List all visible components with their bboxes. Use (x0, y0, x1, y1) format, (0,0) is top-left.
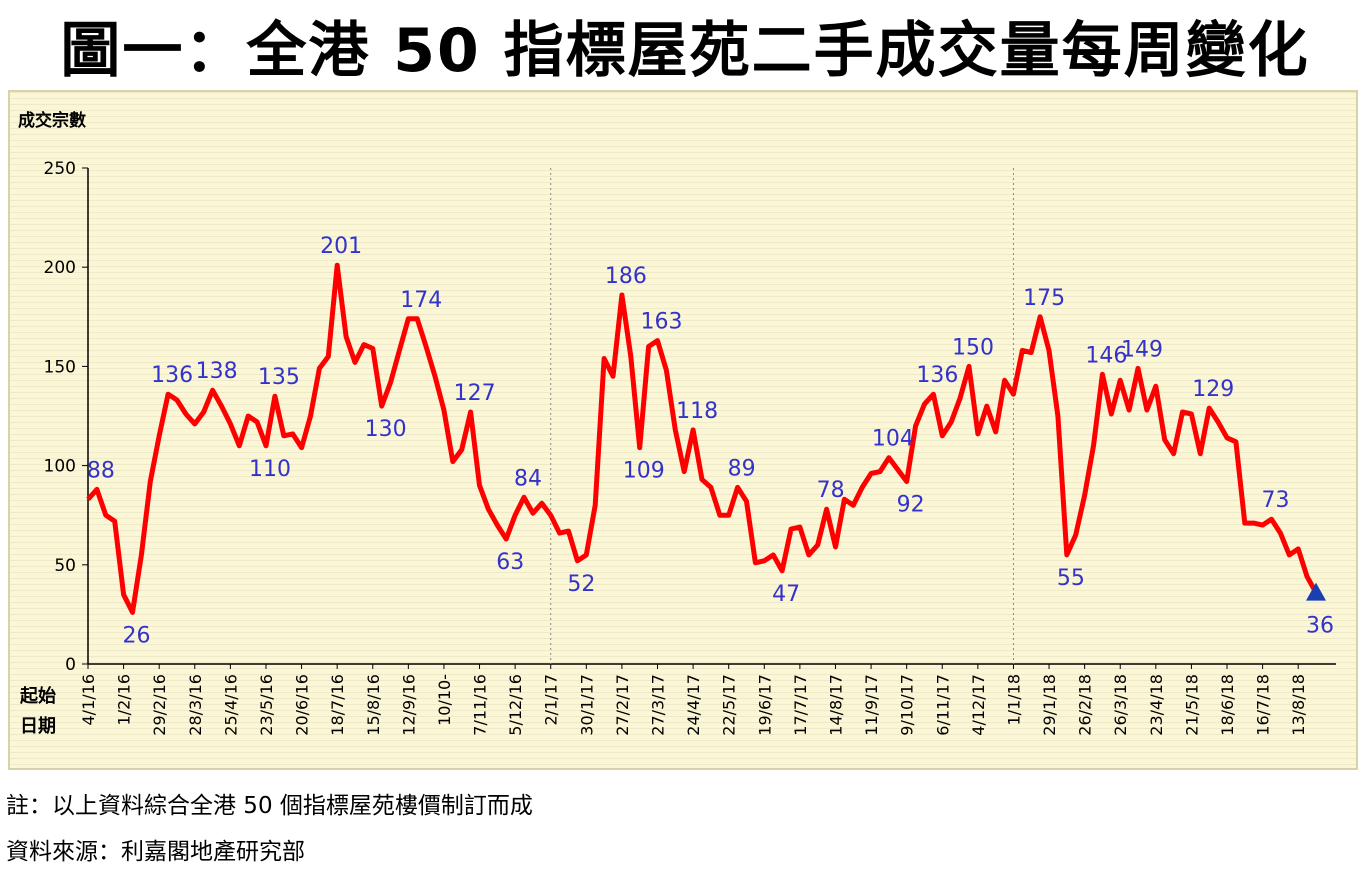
y-axis-title: 成交宗數 (18, 110, 86, 131)
x-tick-label: 7/11/16 (471, 674, 490, 736)
x-tick-label: 28/3/16 (186, 674, 205, 736)
data-label: 163 (641, 310, 683, 335)
x-tick-label: 25/4/16 (221, 674, 240, 736)
data-label: 109 (623, 459, 665, 484)
data-label: 186 (605, 264, 647, 289)
y-tick-label: 200 (44, 258, 76, 278)
x-tick-label: 1/2/16 (115, 674, 134, 726)
y-tick-label: 250 (44, 159, 76, 179)
data-label: 129 (1192, 377, 1234, 402)
data-label: 92 (897, 492, 925, 517)
data-label: 146 (1085, 343, 1127, 368)
data-label: 78 (817, 478, 845, 503)
data-label: 127 (454, 381, 496, 406)
x-tick-label: 5/12/16 (506, 674, 525, 736)
y-tick-label: 150 (44, 357, 76, 377)
data-label: 88 (87, 458, 115, 483)
x-tick-label: 21/5/18 (1182, 674, 1201, 736)
data-label: 63 (496, 550, 524, 575)
data-label: 104 (872, 427, 914, 452)
x-tick-label: 18/7/16 (328, 674, 347, 736)
data-label: 150 (952, 335, 994, 360)
series-line (86, 262, 1319, 615)
x-tick-label: 29/1/18 (1040, 674, 1059, 736)
x-axis-title: 起始 (19, 685, 56, 707)
x-tick-label: 18/6/18 (1218, 674, 1237, 736)
x-tick-label: 30/1/17 (577, 674, 596, 736)
data-label: 138 (196, 359, 238, 384)
x-tick-label: 6/11/17 (933, 674, 952, 736)
data-label: 136 (916, 363, 958, 388)
data-label: 135 (258, 365, 300, 390)
data-label: 89 (728, 456, 756, 481)
chart-panel: 成交宗數 0 50 100 150 200 250 4/1/16 1/2/16 29/2/16 28… (8, 90, 1358, 770)
x-tick-label: 29/2/16 (150, 674, 169, 736)
x-tick-label: 4/12/17 (969, 674, 988, 736)
x-tick-label: 16/7/18 (1254, 674, 1273, 736)
data-label: 55 (1057, 566, 1085, 591)
x-tick-label: 11/9/17 (862, 674, 881, 736)
x-tick-label: 10/10- (435, 674, 454, 726)
data-label: 52 (567, 572, 595, 597)
end-marker (1306, 582, 1326, 601)
data-label: 26 (122, 623, 150, 648)
data-label: 84 (514, 466, 542, 491)
footnote: 註：以上資料綜合全港 50 個指標屋苑樓價制訂而成 (6, 793, 533, 819)
x-tick-label: 26/2/18 (1076, 674, 1095, 736)
x-tick-label: 23/5/16 (257, 674, 276, 736)
x-axis-title: 日期 (20, 716, 56, 737)
chart-title: 圖一：全港 50 指標屋苑二手成交量每周變化 (60, 16, 1310, 86)
source-note: 資料來源：利嘉閣地產研究部 (6, 839, 305, 865)
data-label: 110 (249, 457, 291, 482)
data-label: 175 (1023, 286, 1065, 311)
x-tick-label: 13/8/18 (1289, 674, 1308, 736)
x-tick-label: 27/3/17 (649, 674, 668, 736)
data-label: 73 (1262, 488, 1290, 513)
y-tick-label: 0 (65, 655, 76, 675)
x-tick-label: 27/2/17 (613, 674, 632, 736)
x-tick-label: 2/1/17 (542, 674, 561, 726)
x-tick-label: 20/6/16 (293, 674, 312, 736)
x-tick-label: 1/1/18 (1004, 674, 1023, 726)
y-tick-label: 50 (54, 556, 76, 576)
data-label: 36 (1306, 614, 1334, 639)
data-label: 136 (151, 363, 193, 388)
x-tick-label: 9/10/17 (898, 674, 917, 736)
data-label: 118 (676, 399, 718, 424)
x-tick-label: 23/4/18 (1147, 674, 1166, 736)
x-tick-label: 12/9/16 (399, 674, 418, 736)
x-tick-label: 24/4/17 (684, 674, 703, 736)
data-label: 174 (400, 288, 442, 313)
x-tick-label: 19/6/17 (755, 674, 774, 736)
data-label: 47 (772, 582, 800, 607)
data-label: 130 (365, 417, 407, 442)
x-tick-label: 14/8/17 (826, 674, 845, 736)
x-tick-label: 22/5/17 (720, 674, 739, 736)
data-label: 201 (320, 234, 362, 259)
x-tick-label: 4/1/16 (79, 674, 98, 726)
x-tick-label: 15/8/16 (364, 674, 383, 736)
line-chart: 成交宗數 0 50 100 150 200 250 4/1/16 1/2/16 29/2/16 28… (18, 110, 1336, 737)
x-tick-label: 26/3/18 (1111, 674, 1130, 736)
y-tick-label: 100 (44, 457, 76, 477)
data-label: 149 (1121, 337, 1163, 362)
x-tick-label: 17/7/17 (791, 674, 810, 736)
